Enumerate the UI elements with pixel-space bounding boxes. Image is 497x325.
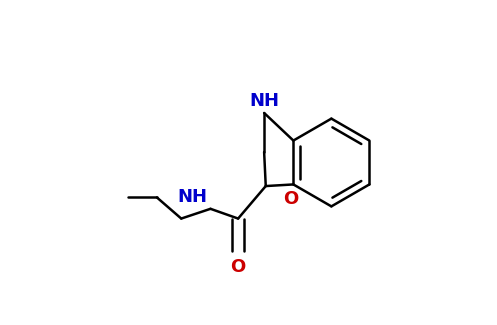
Text: O: O [283,190,298,208]
Text: NH: NH [249,92,279,110]
Text: NH: NH [177,188,207,205]
Text: O: O [231,257,246,276]
